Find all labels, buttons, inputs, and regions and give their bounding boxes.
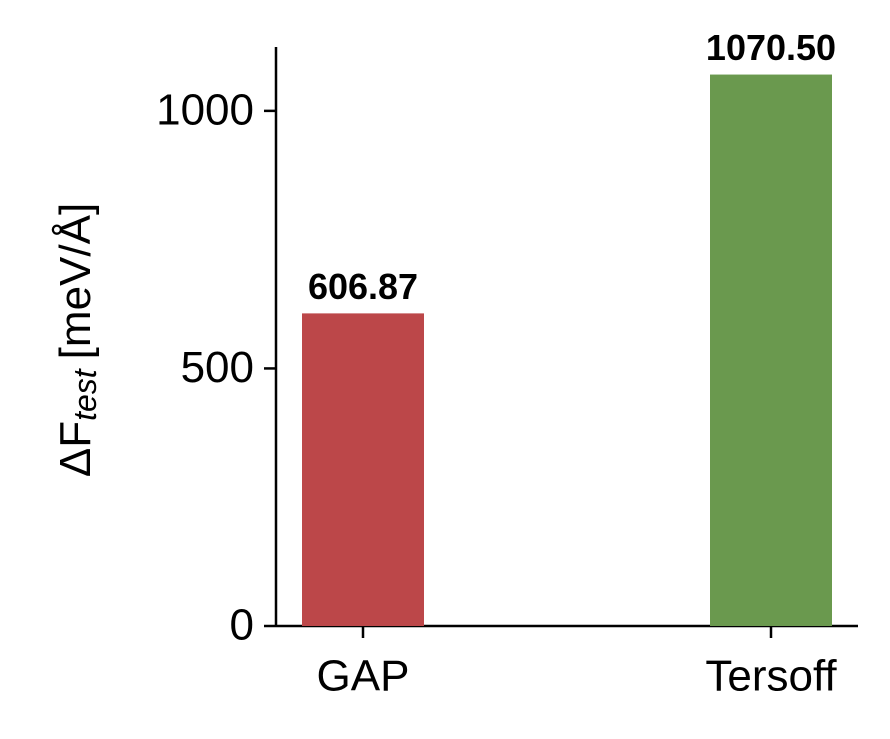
value-label: 1070.50 [706,27,836,68]
y-tick-label: 0 [230,601,254,650]
y-label-unit: [meV/Å] [51,203,100,360]
y-tick-label: 1000 [156,86,254,135]
x-tick-label: GAP [317,652,410,701]
x-tick-label: Tersoff [705,652,837,701]
y-label-main: ΔF [51,421,100,477]
y-label-sub: test [67,368,103,421]
bar [302,313,424,626]
value-label: 606.87 [308,266,418,307]
bar [710,74,832,627]
y-axis-label: ΔFtest [meV/Å] [51,203,104,477]
y-tick-label: 500 [181,343,254,392]
